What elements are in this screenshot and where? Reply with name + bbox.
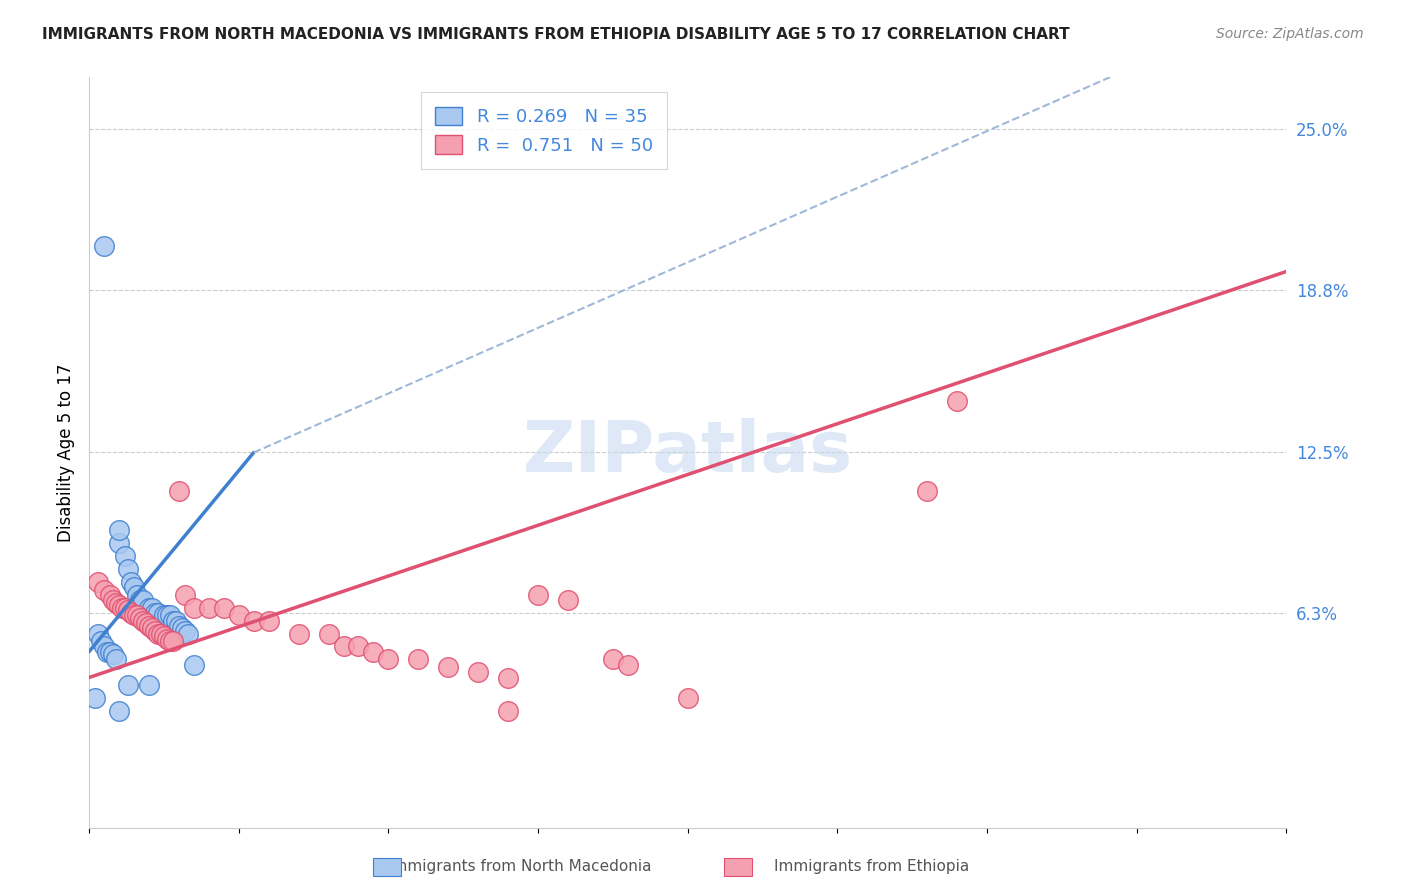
Point <box>527 588 550 602</box>
Point <box>135 616 157 631</box>
Point <box>108 704 131 718</box>
Point <box>129 593 152 607</box>
Text: Source: ZipAtlas.com: Source: ZipAtlas.com <box>1216 27 1364 41</box>
Point <box>165 614 187 628</box>
Text: Immigrants from Ethiopia: Immigrants from Ethiopia <box>775 859 969 874</box>
Point <box>125 588 148 602</box>
Point <box>149 626 172 640</box>
Point <box>138 600 160 615</box>
Point <box>347 640 370 654</box>
Point <box>198 600 221 615</box>
Point <box>143 606 166 620</box>
Point <box>125 608 148 623</box>
Point <box>153 608 176 623</box>
Point <box>87 626 110 640</box>
Point <box>496 671 519 685</box>
Text: Immigrants from North Macedonia: Immigrants from North Macedonia <box>388 859 652 874</box>
Point <box>101 593 124 607</box>
Point <box>173 624 195 638</box>
Point <box>87 574 110 589</box>
Point <box>167 619 190 633</box>
Point <box>138 678 160 692</box>
Point <box>676 691 699 706</box>
Point <box>114 549 136 563</box>
Point <box>117 678 139 692</box>
Point <box>122 580 145 594</box>
Point <box>602 652 624 666</box>
Point <box>105 595 128 609</box>
Point <box>287 626 309 640</box>
Point <box>946 393 969 408</box>
Point <box>93 582 115 597</box>
Point <box>132 593 155 607</box>
Point <box>212 600 235 615</box>
Point <box>159 634 181 648</box>
Point <box>228 608 250 623</box>
Point <box>408 652 430 666</box>
Point <box>141 621 163 635</box>
Point <box>153 629 176 643</box>
Point <box>101 647 124 661</box>
Point <box>183 600 205 615</box>
Point <box>96 645 118 659</box>
Point <box>111 600 134 615</box>
Point <box>93 640 115 654</box>
Point <box>146 626 169 640</box>
Point <box>467 665 489 680</box>
Point <box>98 588 121 602</box>
Point <box>159 608 181 623</box>
Point <box>90 634 112 648</box>
Point <box>146 606 169 620</box>
Point <box>84 691 107 706</box>
Point <box>120 606 142 620</box>
Point <box>177 626 200 640</box>
Point <box>156 632 179 646</box>
Point <box>114 600 136 615</box>
Point <box>120 574 142 589</box>
Point <box>105 652 128 666</box>
Point <box>557 593 579 607</box>
Point <box>143 624 166 638</box>
Point <box>167 484 190 499</box>
Point <box>117 603 139 617</box>
Point <box>173 588 195 602</box>
Point <box>617 657 640 672</box>
Point <box>117 562 139 576</box>
Point <box>156 608 179 623</box>
Point <box>915 484 938 499</box>
Legend: R = 0.269   N = 35, R =  0.751   N = 50: R = 0.269 N = 35, R = 0.751 N = 50 <box>420 93 668 169</box>
Point <box>93 238 115 252</box>
Point <box>122 608 145 623</box>
Point <box>108 536 131 550</box>
Point <box>377 652 399 666</box>
Point <box>318 626 340 640</box>
Point <box>242 614 264 628</box>
Point <box>138 619 160 633</box>
Point <box>132 614 155 628</box>
Point <box>98 645 121 659</box>
Point <box>162 614 184 628</box>
Point <box>332 640 354 654</box>
Point <box>257 614 280 628</box>
Point <box>108 598 131 612</box>
Point <box>183 657 205 672</box>
Text: IMMIGRANTS FROM NORTH MACEDONIA VS IMMIGRANTS FROM ETHIOPIA DISABILITY AGE 5 TO : IMMIGRANTS FROM NORTH MACEDONIA VS IMMIG… <box>42 27 1070 42</box>
Point <box>363 645 385 659</box>
Point <box>162 634 184 648</box>
Point <box>170 621 193 635</box>
Point <box>129 611 152 625</box>
Y-axis label: Disability Age 5 to 17: Disability Age 5 to 17 <box>58 363 75 541</box>
Point <box>496 704 519 718</box>
Point <box>108 523 131 537</box>
Text: ZIPatlas: ZIPatlas <box>523 418 853 487</box>
Point <box>437 660 460 674</box>
Point <box>141 600 163 615</box>
